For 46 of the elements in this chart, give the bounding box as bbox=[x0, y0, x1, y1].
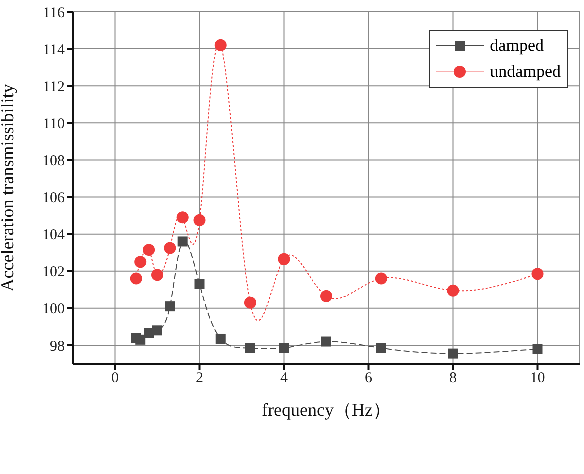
point bbox=[532, 344, 543, 354]
x-axis-title: frequency（Hz） bbox=[262, 400, 391, 420]
point bbox=[136, 334, 146, 345]
x-tick-label: 8 bbox=[450, 370, 457, 387]
x-tick-label: 0 bbox=[112, 370, 119, 387]
point bbox=[176, 212, 189, 224]
point bbox=[214, 39, 227, 52]
x-tick-label: 4 bbox=[280, 370, 288, 387]
point bbox=[448, 348, 458, 359]
point bbox=[130, 272, 142, 285]
point bbox=[278, 253, 290, 266]
y-axis-title: Acceleration transmissibility bbox=[0, 84, 18, 292]
point bbox=[178, 236, 188, 247]
point bbox=[165, 302, 176, 312]
x-tick-label: 6 bbox=[365, 370, 373, 387]
y-tick-label: 116 bbox=[43, 5, 66, 22]
point bbox=[152, 326, 162, 336]
y-tick-label: 112 bbox=[43, 79, 65, 96]
y-tick-label: 110 bbox=[43, 116, 65, 132]
y-tick-label: 98 bbox=[50, 338, 65, 355]
point bbox=[320, 290, 332, 302]
point bbox=[152, 269, 164, 282]
legend-label: damped bbox=[490, 36, 544, 56]
point bbox=[194, 279, 205, 290]
point bbox=[447, 284, 460, 297]
point bbox=[134, 256, 147, 268]
y-tick-label: 104 bbox=[42, 228, 66, 244]
y-tick-label: 102 bbox=[42, 264, 65, 281]
y-tick-label: 100 bbox=[42, 302, 65, 318]
x-tick-label: 2 bbox=[196, 370, 204, 387]
point bbox=[143, 244, 156, 256]
point bbox=[164, 242, 176, 254]
point bbox=[532, 268, 544, 280]
point bbox=[245, 343, 256, 354]
point bbox=[194, 214, 206, 226]
y-tick-label: 106 bbox=[42, 190, 66, 207]
legend-label: undamped bbox=[490, 62, 561, 82]
point bbox=[376, 343, 386, 354]
x-tick-label: 10 bbox=[530, 370, 546, 387]
y-tick-label: 114 bbox=[43, 42, 66, 58]
point bbox=[244, 296, 256, 309]
point bbox=[375, 272, 388, 285]
point bbox=[322, 336, 332, 347]
point bbox=[279, 343, 290, 354]
point bbox=[216, 334, 226, 344]
y-tick-label: 108 bbox=[42, 154, 65, 170]
